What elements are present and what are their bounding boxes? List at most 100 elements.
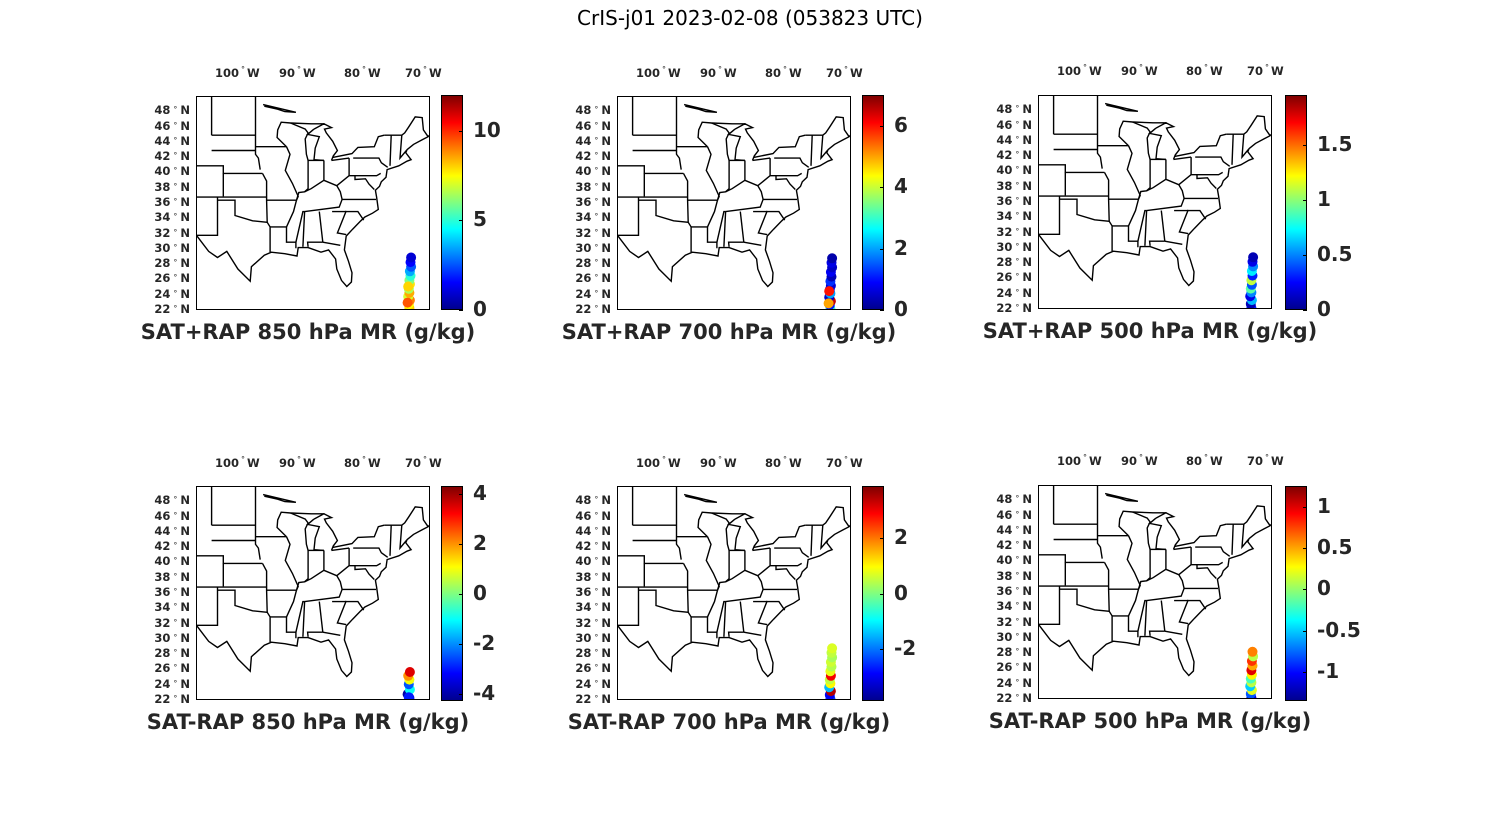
longitude-tick-label: 100 ° W: [1057, 63, 1102, 78]
colorbar-tick-mark: [880, 648, 884, 650]
state-boundary: [682, 173, 689, 223]
state-boundary: [705, 146, 720, 201]
state-boundary: [1096, 486, 1103, 559]
latitude-tick-label: 42 ° N: [575, 539, 611, 554]
state-boundary: [727, 128, 745, 162]
colorbar-tick-label: 6: [894, 112, 908, 137]
state-boundary: [284, 536, 299, 591]
map-panel: [196, 96, 430, 310]
state-boundary: [753, 210, 786, 221]
state-boundary: [1231, 134, 1234, 165]
colorbar-tick-label: 0: [1317, 576, 1331, 601]
latitude-tick-label: 48 ° N: [154, 493, 190, 508]
latitude-tick-label: 36 ° N: [154, 585, 190, 599]
state-boundary: [1178, 547, 1192, 576]
latitude-tick-label: 46 ° N: [996, 117, 1032, 132]
state-boundary: [1118, 120, 1133, 147]
longitude-tick-label: 70 ° W: [405, 455, 442, 470]
panel-title: SAT+RAP 700 hPa MR (g/kg): [561, 320, 897, 344]
state-boundary: [217, 589, 271, 643]
state-boundary: [1178, 157, 1192, 186]
longitude-tick-label: 80 ° W: [765, 65, 802, 80]
colorbar-tick-mark: [459, 130, 463, 132]
observation-point: [1247, 646, 1258, 657]
latitude-tick-label: 38 ° N: [154, 569, 190, 584]
state-boundary: [1164, 240, 1183, 245]
state-boundary: [1148, 127, 1166, 161]
state-boundary: [711, 122, 746, 125]
observation-point: [823, 298, 834, 309]
observation-point: [402, 297, 413, 308]
colorbar-tick-label: 1: [1317, 186, 1331, 211]
latitude-tick-label: 26 ° N: [575, 271, 611, 286]
longitude-tick-label: 100 ° W: [1057, 453, 1102, 468]
longitude-tick-label: 80 ° W: [344, 455, 381, 470]
colorbar-tick-mark: [459, 643, 463, 645]
coastline: [618, 134, 850, 288]
observation-point: [827, 643, 838, 654]
state-boundary: [1146, 587, 1218, 602]
state-boundary: [810, 525, 813, 556]
state-boundary: [734, 123, 760, 161]
coastline: [618, 524, 850, 678]
state-boundary: [332, 210, 365, 221]
state-boundary: [1195, 156, 1231, 167]
latitude-tick-label: 34 ° N: [575, 600, 611, 615]
state-boundary: [318, 601, 324, 633]
state-boundary: [716, 569, 764, 591]
coastline: [197, 134, 429, 288]
state-boundary: [683, 493, 718, 503]
colorbar-tick-mark: [1303, 548, 1307, 550]
state-boundary: [1160, 210, 1166, 242]
latitude-tick-label: 36 ° N: [575, 585, 611, 599]
state-boundary: [353, 547, 389, 558]
state-boundary: [757, 158, 771, 187]
state-boundary: [306, 241, 323, 247]
map-panel: [617, 486, 851, 700]
colorbar-tick-label: -2: [894, 635, 917, 660]
state-boundary: [743, 241, 762, 246]
state-boundary: [399, 135, 407, 161]
state-boundary: [1126, 145, 1141, 200]
colorbar-tick-label: 2: [894, 525, 908, 550]
state-boundary: [389, 525, 392, 556]
state-boundary: [774, 157, 810, 168]
state-boundary: [290, 122, 309, 161]
longitude-tick-label: 70 ° W: [405, 65, 442, 80]
longitude-tick-label: 80 ° W: [344, 65, 381, 80]
latitude-tick-label: 38 ° N: [996, 178, 1032, 193]
state-boundary: [322, 241, 341, 246]
state-boundary: [354, 175, 375, 190]
state-boundary: [1173, 546, 1192, 551]
latitude-tick-label: 26 ° N: [154, 661, 190, 676]
latitude-tick-label: 22 ° N: [154, 302, 190, 316]
state-boundary: [682, 563, 689, 613]
state-boundary: [1132, 511, 1167, 514]
state-boundary: [697, 511, 712, 538]
panel-title: SAT+RAP 850 hPa MR (g/kg): [140, 320, 476, 344]
latitude-tick-label: 40 ° N: [575, 164, 611, 179]
latitude-tick-label: 28 ° N: [575, 646, 611, 661]
map-svg: [618, 97, 850, 309]
colorbar-tick-label: 1: [1317, 493, 1331, 518]
observation-point: [406, 252, 417, 263]
observation-point: [1248, 252, 1259, 263]
state-boundary: [336, 600, 347, 626]
latitude-tick-label: 34 ° N: [996, 209, 1032, 224]
state-boundary: [716, 179, 764, 201]
latitude-tick-label: 42 ° N: [575, 149, 611, 164]
state-boundary: [697, 121, 712, 148]
colorbar-tick-mark: [880, 187, 884, 189]
state-boundary: [389, 135, 392, 166]
state-boundary: [313, 513, 339, 551]
state-boundary: [805, 116, 850, 138]
state-boundary: [691, 226, 718, 249]
state-boundary: [306, 631, 323, 637]
longitude-tick-label: 90 ° W: [1121, 63, 1158, 78]
state-boundary: [290, 512, 325, 515]
map-panel: [196, 486, 430, 700]
state-boundary: [1241, 524, 1249, 550]
latitude-tick-label: 38 ° N: [154, 179, 190, 194]
state-boundary: [725, 550, 730, 583]
latitude-tick-label: 40 ° N: [154, 164, 190, 179]
